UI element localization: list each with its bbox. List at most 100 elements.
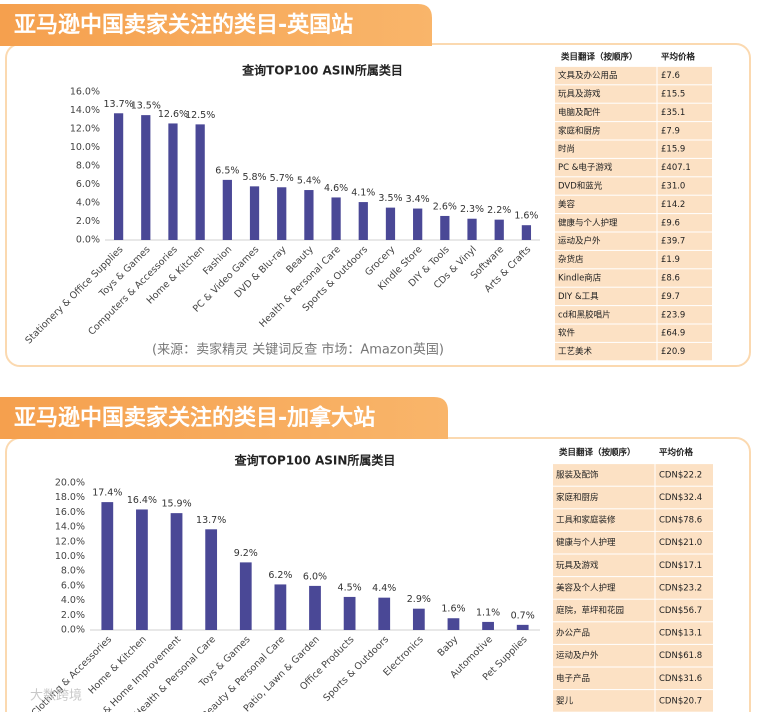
value-label: 3.5% [378, 193, 402, 204]
table-row-bg [555, 103, 712, 122]
table-row-bg [553, 599, 713, 622]
y-tick-label: 4.0% [76, 198, 100, 209]
bar [170, 513, 183, 630]
table-cell: CDN$23.2 [659, 583, 702, 593]
y-tick-label: 2.0% [76, 216, 100, 227]
bar [309, 585, 321, 630]
table-cell: £7.6 [661, 71, 680, 81]
value-label: 4.4% [372, 583, 396, 594]
table-header-bg [553, 441, 713, 464]
table-cell: 软件 [558, 328, 576, 339]
value-label: 4.1% [351, 188, 375, 199]
table-row-bg [555, 66, 712, 85]
table-cell: 工具和家庭装修 [556, 515, 616, 526]
table-cell: 婴儿 [556, 696, 574, 706]
table-header: 类目翻译（按顺序） [561, 52, 638, 63]
bar [482, 621, 494, 630]
table-cell: £9.7 [661, 292, 680, 302]
bar [101, 502, 114, 630]
table-row-bg [555, 158, 712, 177]
value-label: 5.7% [270, 173, 294, 184]
y-tick-label: 0.0% [61, 625, 85, 636]
table-cell: £1.9 [661, 255, 680, 265]
bar [440, 215, 450, 240]
table-row-bg [553, 644, 713, 667]
value-label: 17.4% [92, 488, 122, 499]
bar [494, 219, 504, 240]
bar [136, 509, 148, 630]
bar [205, 529, 218, 630]
y-tick-label: 6.0% [76, 179, 100, 190]
table-row-bg [555, 306, 712, 324]
table-row-bg [555, 214, 712, 232]
table-cell: CDN$31.6 [659, 674, 702, 684]
chart-title: 查询TOP100 ASIN所属类目 [234, 453, 396, 468]
table-row-bg [555, 250, 712, 269]
bar [249, 186, 260, 240]
table-row-bg [553, 622, 713, 644]
value-label: 2.3% [460, 204, 484, 215]
y-tick-label: 16.0% [70, 87, 100, 98]
table-row-bg [553, 486, 713, 509]
table-header: 平均价格 [661, 52, 696, 63]
y-tick-label: 18.0% [55, 492, 85, 503]
table-cell: 服装及配饰 [556, 469, 599, 480]
table-cell: 家庭和厨房 [558, 125, 601, 136]
table-cell: £35.1 [661, 108, 685, 118]
table-cell: 运动及户外 [558, 236, 601, 247]
bar [113, 113, 124, 240]
table-cell: 玩具及游戏 [558, 89, 601, 100]
table-cell: £20.9 [661, 347, 685, 357]
value-label: 13.7% [196, 515, 226, 526]
table-row-bg [555, 287, 712, 306]
table-cell: £64.9 [661, 329, 685, 339]
table-cell: CDN$32.4 [659, 493, 702, 503]
table-cell: 玩具及游戏 [556, 560, 599, 571]
table-cell: £8.6 [661, 274, 680, 284]
bar [447, 618, 460, 630]
bar [413, 208, 423, 240]
table-row-bg [555, 324, 712, 342]
table-cell: CDN$56.7 [659, 606, 702, 616]
value-label: 13.7% [104, 99, 134, 110]
bar [385, 207, 396, 240]
y-tick-label: 8.0% [61, 566, 85, 577]
value-label: 5.8% [242, 172, 266, 183]
y-tick-label: 4.0% [61, 595, 85, 606]
table-cell: CDN$61.8 [659, 651, 702, 661]
table-header: 类目翻译（按顺序） [559, 447, 636, 458]
table-row-bg [555, 195, 712, 214]
source-note: (来源：卖家精灵 关键词反查 市场：Amazon英国) [152, 342, 444, 358]
bar [195, 124, 205, 240]
table-cell: CDN$22.2 [659, 470, 702, 480]
chart-title: 查询TOP100 ASIN所属类目 [241, 63, 403, 78]
table-cell: Kindle商店 [558, 273, 602, 284]
y-tick-label: 12.0% [70, 124, 100, 135]
table-cell: £9.6 [661, 218, 680, 228]
table-cell: £14.2 [661, 200, 685, 210]
value-label: 6.2% [268, 570, 292, 581]
value-label: 12.5% [185, 110, 215, 121]
value-label: 1.6% [441, 604, 465, 615]
y-tick-label: 2.0% [61, 610, 85, 621]
table-cell: 健康与个人护理 [558, 217, 618, 228]
bar [331, 197, 341, 240]
table-cell: £31.0 [661, 182, 685, 192]
value-label: 9.2% [234, 548, 258, 559]
value-label: 16.4% [127, 495, 157, 506]
y-tick-label: 12.0% [55, 536, 85, 547]
table-cell: 电脑及配件 [558, 107, 601, 118]
table-cell: 办公产品 [556, 628, 590, 639]
bar [274, 584, 287, 630]
y-tick-label: 20.0% [55, 478, 85, 489]
table-cell: CDN$21.0 [659, 538, 702, 548]
table-cell: 美容 [558, 199, 576, 210]
y-tick-label: 14.0% [55, 522, 85, 533]
value-label: 12.6% [158, 109, 188, 120]
bar [521, 225, 532, 240]
value-label: 4.5% [338, 582, 362, 593]
table-cell: DIY &工具 [558, 292, 599, 302]
y-tick-label: 6.0% [61, 580, 85, 591]
bar [277, 187, 287, 240]
